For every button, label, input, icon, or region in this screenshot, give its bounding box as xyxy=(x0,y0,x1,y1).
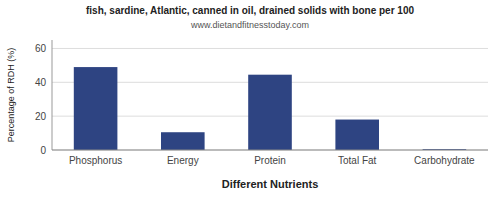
y-tick-label: 60 xyxy=(35,43,47,54)
bars xyxy=(74,67,466,150)
x-tick-label: Phosphorus xyxy=(69,155,122,166)
y-axis-label: Percentage of RDH (%) xyxy=(6,48,16,143)
y-tick-label: 0 xyxy=(40,145,46,156)
x-tick-label: Carbohydrate xyxy=(414,155,475,166)
grid-line xyxy=(52,150,488,151)
chart: fish, sardine, Atlantic, canned in oil, … xyxy=(0,0,500,200)
title: fish, sardine, Atlantic, canned in oil, … xyxy=(86,5,414,16)
y-tick-label: 20 xyxy=(35,111,47,122)
x-tick-label: Protein xyxy=(254,155,286,166)
subtitle: www.dietandfitnesstoday.com xyxy=(190,20,309,30)
x-axis-label: Different Nutrients xyxy=(222,178,319,190)
bar xyxy=(161,132,205,150)
bar xyxy=(74,67,118,150)
y-tick-label: 40 xyxy=(35,77,47,88)
grid xyxy=(52,48,488,150)
x-axis-line xyxy=(52,150,488,151)
x-tick-label: Total Fat xyxy=(338,155,377,166)
x-tick-label: Energy xyxy=(167,155,199,166)
chart-container: fish, sardine, Atlantic, canned in oil, … xyxy=(0,0,500,200)
grid-line xyxy=(52,48,488,49)
y-axis-line xyxy=(52,40,53,150)
bar xyxy=(335,120,379,150)
bar xyxy=(248,75,292,150)
